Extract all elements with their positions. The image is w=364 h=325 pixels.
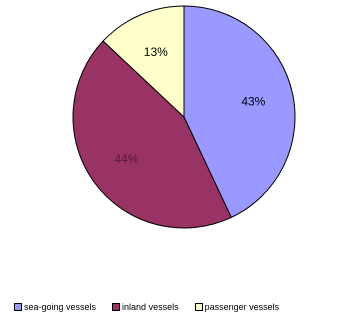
pie-labels: 43% 44% 13% <box>115 45 266 166</box>
legend-item-sea-going-vessels: sea-going vessels <box>14 302 96 312</box>
pie-label-passenger-vessels: 13% <box>144 45 168 59</box>
legend-swatch-passenger-vessels <box>194 303 203 311</box>
legend: sea-going vessels inland vessels passeng… <box>14 302 279 312</box>
legend-item-inland-vessels: inland vessels <box>112 302 179 312</box>
legend-swatch-inland-vessels <box>112 303 121 311</box>
legend-label-inland-vessels: inland vessels <box>122 302 179 312</box>
pie-label-sea-going-vessels: 43% <box>241 95 265 109</box>
pie-slice-inland-vessels <box>72 40 232 229</box>
pie-slice-sea-going-vessels <box>183 5 296 219</box>
pie-label-inland-vessels: 44% <box>115 152 139 166</box>
pie-slice-passenger-vessels <box>102 5 185 119</box>
legend-label-passenger-vessels: passenger vessels <box>204 302 280 312</box>
legend-item-passenger-vessels: passenger vessels <box>194 302 280 312</box>
legend-label-sea-going-vessels: sea-going vessels <box>24 302 97 312</box>
legend-swatch-sea-going-vessels <box>14 303 22 311</box>
pie-slices <box>72 5 296 229</box>
